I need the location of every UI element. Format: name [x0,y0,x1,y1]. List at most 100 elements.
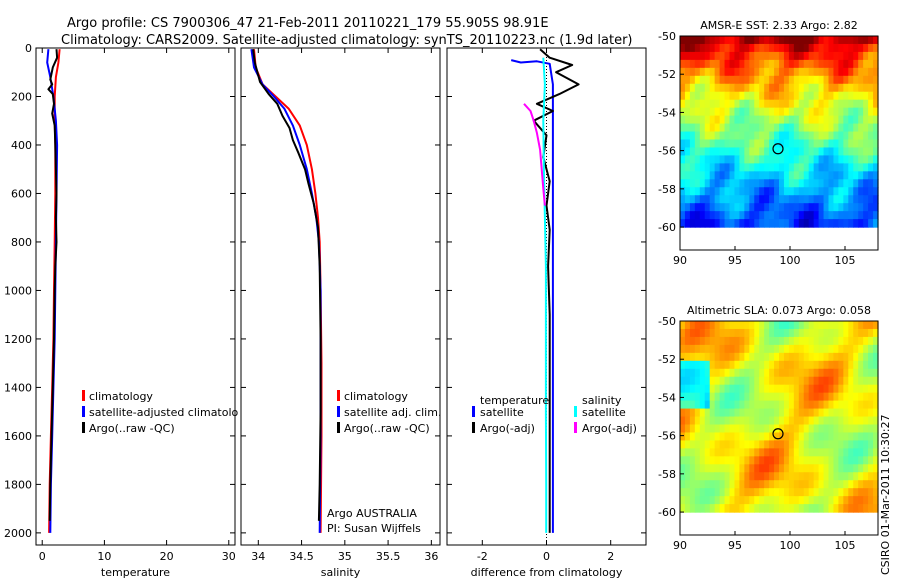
map-cell [684,59,691,69]
map-cell [853,424,859,434]
map-cell [684,195,691,204]
map-cell [694,36,701,45]
map-cell [689,360,696,370]
map-cell [689,195,696,204]
map-cell [858,75,864,85]
y-tick-label: -58 [658,468,676,481]
map-cell [828,321,835,330]
map-cell [813,440,820,449]
map-cell [853,219,859,228]
map-cell [749,336,755,346]
map-cell [828,344,835,354]
map-cell [714,416,721,426]
y-tick-label: 1000 [4,284,32,297]
map-cell [803,496,810,505]
map-cell [843,219,849,228]
map-cell [793,360,800,370]
map-cell [793,155,800,164]
map-cell [769,480,775,489]
map-cell [704,488,711,497]
map-cell [823,91,830,101]
map-cell [714,155,721,164]
map-cell [788,416,795,426]
map-cell [818,203,825,212]
map-cell [739,83,745,93]
map-cell [828,219,835,228]
map-cell [724,43,731,53]
map-cell [774,195,780,204]
map-cell [734,83,740,93]
map-cell [788,219,795,228]
map-cell [863,472,869,481]
map-cell [699,472,706,481]
map-cell [783,163,790,172]
map-cell [680,328,686,338]
map-cell [689,91,696,101]
map-cell [749,368,755,378]
map-cell [744,99,750,109]
map-cell [749,43,755,53]
map-cell [749,155,755,164]
map-cell [724,147,731,157]
map-cell [798,440,805,449]
map-cell [744,83,750,93]
map-cell [818,131,825,141]
map-cell [873,139,879,149]
map-cell [848,408,854,418]
map-cell [848,496,854,505]
map-cell [734,163,740,172]
map-cell [863,456,869,465]
map-cell [759,163,765,172]
map-cell [848,211,854,220]
map-cell [848,51,854,61]
map-cell [764,440,770,449]
map-cell [868,464,874,473]
map-cell [793,416,800,426]
map-cell [779,67,785,77]
map-cell [689,480,696,489]
map-cell [858,83,864,93]
map-cell [803,400,810,410]
map-cell [828,456,835,465]
map-cell [788,328,795,338]
map-cell [783,91,790,101]
map-cell [764,163,770,172]
map-cell [833,75,839,85]
map-cell [818,488,825,497]
map-cell [833,456,839,465]
map-cell [843,139,849,149]
map-cell [689,51,696,61]
map-cell [848,352,854,362]
y-tick-label: -50 [658,30,676,43]
x-tick-label: 100 [780,539,801,552]
map-cell [783,187,790,196]
map-cell [684,400,691,410]
map-cell [734,448,740,457]
map-cell [699,496,706,505]
map-cell [694,51,701,61]
map-cell [709,155,716,164]
map-cell [838,155,844,164]
map-cell [793,171,800,180]
map-cell [709,51,716,61]
map-cell [798,432,805,442]
map-cell [843,440,849,449]
map-cell [714,195,721,204]
map-cell [719,328,726,338]
map-cell [744,91,750,101]
map-cell [689,328,696,338]
map-cell [788,408,795,418]
map-cell [808,211,815,220]
map-cell [793,83,800,93]
map-cell [764,360,770,370]
map-cell [734,472,740,481]
map-cell [754,155,760,164]
map-cell [793,163,800,172]
map-cell [818,99,825,109]
map-cell [863,416,869,426]
map-cell [699,131,706,141]
map-cell [764,179,770,188]
map-cell [719,368,726,378]
map-cell [734,139,740,149]
map-cell [724,488,731,497]
